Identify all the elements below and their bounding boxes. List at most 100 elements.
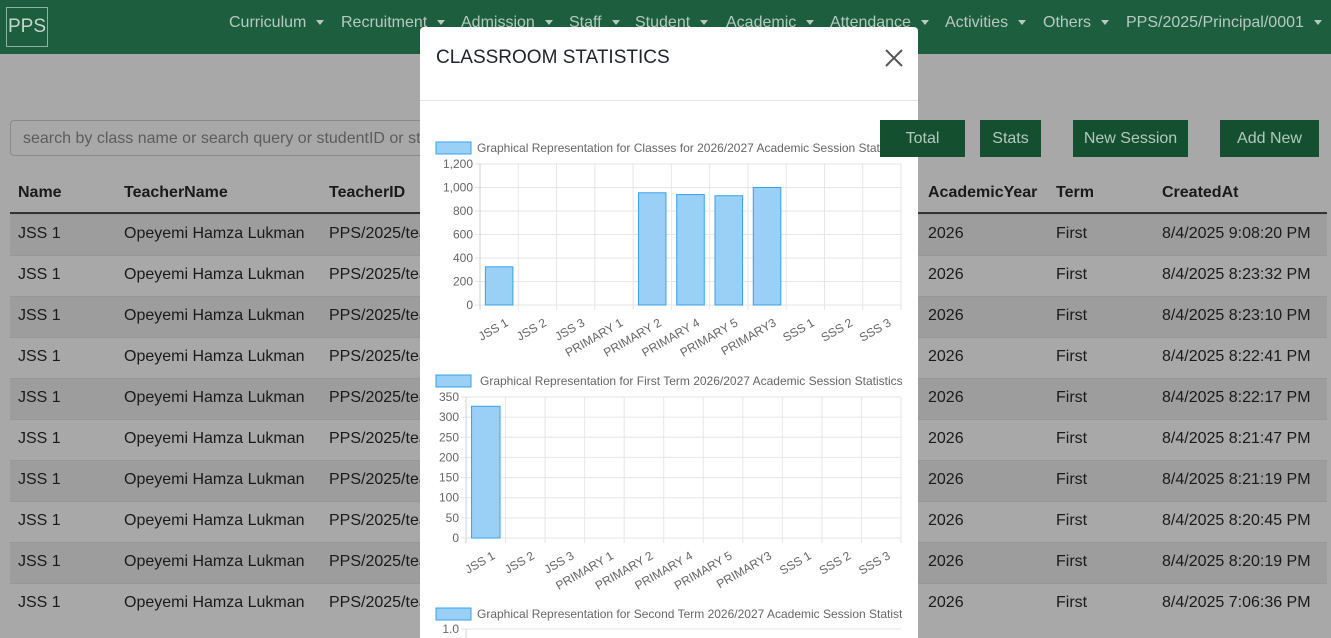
legend-swatch [435, 374, 472, 388]
table-header: Name [18, 184, 62, 201]
button[interactable]: Add New [1220, 120, 1319, 157]
caret [1313, 20, 1322, 26]
legend-swatch [435, 141, 472, 155]
y-tick-label: 1,000 [443, 181, 473, 195]
table-header: TeacherID [329, 184, 406, 201]
close-button[interactable] [884, 48, 904, 68]
table-cell: Opeyemi Hamza Lukman [124, 430, 305, 447]
table-cell: 2026 [928, 471, 964, 488]
table-cell: Opeyemi Hamza Lukman [124, 348, 305, 365]
nav-label[interactable]: Curriculum [229, 14, 307, 31]
table-cell: 8/4/2025 9:08:20 PM [1162, 225, 1311, 242]
nav-label[interactable]: Admission [461, 14, 535, 31]
button[interactable]: New Session [1073, 120, 1188, 157]
nav-item[interactable]: Student [635, 14, 709, 32]
table-cell: First [1056, 471, 1088, 488]
legend-swatch [435, 607, 472, 621]
x-tick-label: SSS 3 [856, 548, 893, 577]
nav-item[interactable]: Curriculum [229, 14, 325, 32]
nav-label[interactable]: Others [1043, 14, 1092, 31]
table-cell: PPS/2025/tea [329, 471, 428, 488]
table-cell: JSS 1 [18, 389, 61, 406]
table-cell: JSS 1 [18, 266, 61, 283]
y-tick-label: 1,200 [443, 157, 473, 171]
table-cell: First [1056, 225, 1088, 242]
nav-item[interactable]: Others [1043, 14, 1110, 32]
x-tick-label: JSS 1 [463, 548, 498, 576]
table-cell: Opeyemi Hamza Lukman [124, 389, 305, 406]
nav-label[interactable]: Recruitment [341, 14, 428, 31]
table-cell: PPS/2025/tea [329, 430, 428, 447]
nav-label[interactable]: Academic [726, 14, 797, 31]
caret [437, 20, 446, 26]
nav-label[interactable]: Attendance [830, 14, 911, 31]
nav-item[interactable]: Attendance [830, 14, 929, 32]
table-cell: First [1056, 594, 1088, 611]
x-tick-label: SSS 2 [817, 548, 854, 577]
button[interactable]: Total [880, 120, 965, 157]
nav-label[interactable]: PPS/2025/Principal/0001 [1126, 14, 1304, 31]
y-tick-label: 50 [446, 511, 460, 525]
table-cell: 2026 [928, 512, 964, 529]
x-tick-label: JSS 2 [514, 315, 549, 343]
table-cell: 8/4/2025 8:20:45 PM [1162, 512, 1311, 529]
table-cell: JSS 1 [18, 307, 61, 324]
table-cell: Opeyemi Hamza Lukman [124, 471, 305, 488]
button[interactable]: Stats [980, 120, 1041, 157]
nav-item[interactable]: Recruitment [341, 14, 446, 32]
table-cell: First [1056, 553, 1088, 570]
table-cell: 8/4/2025 8:22:17 PM [1162, 389, 1311, 406]
nav-item[interactable]: Activities [945, 14, 1027, 32]
y-tick-label: 250 [439, 430, 459, 444]
bar [471, 405, 501, 539]
table-cell: PPS/2025/tea [329, 389, 428, 406]
caret [806, 20, 815, 26]
x-tick-label: JSS 1 [476, 315, 511, 343]
table-cell: JSS 1 [18, 348, 61, 365]
table-cell: JSS 1 [18, 512, 61, 529]
nav-label[interactable]: Activities [945, 14, 1009, 31]
divider [420, 100, 918, 101]
table-cell: 8/4/2025 8:20:19 PM [1162, 553, 1311, 570]
x-tick-label: SSS 1 [777, 548, 814, 577]
table-cell: JSS 1 [18, 553, 61, 570]
modal: CLASSROOM STATISTICS Graphical Represent… [420, 27, 918, 638]
table-cell: First [1056, 430, 1088, 447]
x-tick-label: SSS 2 [819, 315, 856, 344]
nav-item[interactable]: Staff [569, 14, 620, 32]
table-cell: PPS/2025/tea [329, 225, 428, 242]
y-tick-label: 0 [466, 298, 473, 312]
nav-label[interactable]: Student [635, 14, 691, 31]
logo[interactable]: PPS [6, 7, 48, 47]
table-cell: Opeyemi Hamza Lukman [124, 512, 305, 529]
nav-item[interactable]: Admission [461, 14, 553, 32]
table-cell: PPS/2025/tea [329, 512, 428, 529]
charts: Graphical Representation for Classes for… [435, 139, 918, 638]
bar [714, 195, 744, 306]
table-cell: 8/4/2025 8:23:10 PM [1162, 307, 1311, 324]
nav-item[interactable]: PPS/2025/Principal/0001 [1126, 14, 1322, 32]
table-cell: 2026 [928, 225, 964, 242]
y-tick-label: 100 [439, 491, 459, 505]
nav-item[interactable]: Academic [726, 14, 815, 32]
y-tick-label: 350 [439, 390, 459, 404]
table-cell: 2026 [928, 594, 964, 611]
table-cell: 8/4/2025 8:21:47 PM [1162, 430, 1311, 447]
nav-label[interactable]: Staff [569, 14, 602, 31]
modal-title: CLASSROOM STATISTICS [436, 47, 670, 68]
table-cell: PPS/2025/tea [329, 553, 428, 570]
legend-clip-cover [902, 605, 918, 623]
caret [316, 20, 325, 26]
table-cell: Opeyemi Hamza Lukman [124, 307, 305, 324]
caret [611, 20, 620, 26]
table-cell: PPS/2025/tea [329, 348, 428, 365]
legend-label: Graphical Representation for Second Term… [477, 607, 917, 621]
table-cell: 2026 [928, 307, 964, 324]
table-cell: 2026 [928, 553, 964, 570]
x-tick-label: SSS 3 [857, 315, 894, 344]
x-tick-label: JSS 2 [502, 548, 537, 576]
table-cell: 8/4/2025 7:06:36 PM [1162, 594, 1311, 611]
table-header: CreatedAt [1162, 184, 1239, 201]
y-tick-label: 0 [452, 531, 459, 545]
